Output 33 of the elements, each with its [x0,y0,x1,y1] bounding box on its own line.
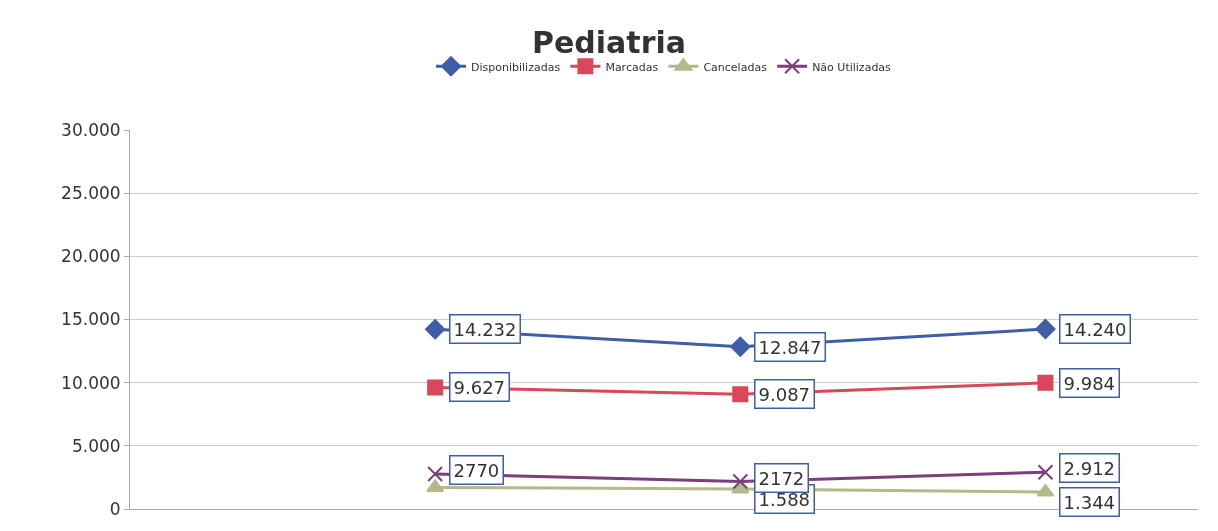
point [427,379,444,396]
data-label: 2770 [453,459,500,481]
point [732,386,749,403]
data-label: 14.232 [453,318,517,340]
y-tick-label: 25.000 [61,183,121,204]
point [1037,464,1054,481]
point [425,319,446,340]
point [1037,374,1054,391]
data-label: 2.912 [1063,457,1116,479]
legend-label: Não Utilizadas [812,60,892,74]
data-label: 9.984 [1063,372,1116,394]
y-tick-label: 0 [109,498,121,519]
data-label: 9.627 [453,376,506,398]
legend-label: Canceladas [703,60,768,74]
data-label: 9.087 [758,383,811,405]
legend-label: Marcadas [605,60,659,74]
y-tick-label: 10.000 [61,372,121,393]
data-label: 1.344 [1063,491,1116,513]
y-tick-label: 5.000 [71,435,121,456]
point [732,473,749,490]
point [730,336,751,357]
legend-label: Disponibilizadas [471,60,561,74]
data-label: 14.240 [1063,318,1127,340]
y-tick-label: 15.000 [61,309,121,330]
data-label: 2172 [758,467,805,489]
point [427,466,444,483]
data-label: 12.847 [758,336,822,358]
chart-title: Pediatria [532,24,686,60]
data-label: 1.588 [758,488,811,510]
y-tick-label: 20.000 [61,246,121,267]
point [1035,319,1056,340]
point [426,479,445,493]
y-tick-label: 30.000 [61,119,121,140]
